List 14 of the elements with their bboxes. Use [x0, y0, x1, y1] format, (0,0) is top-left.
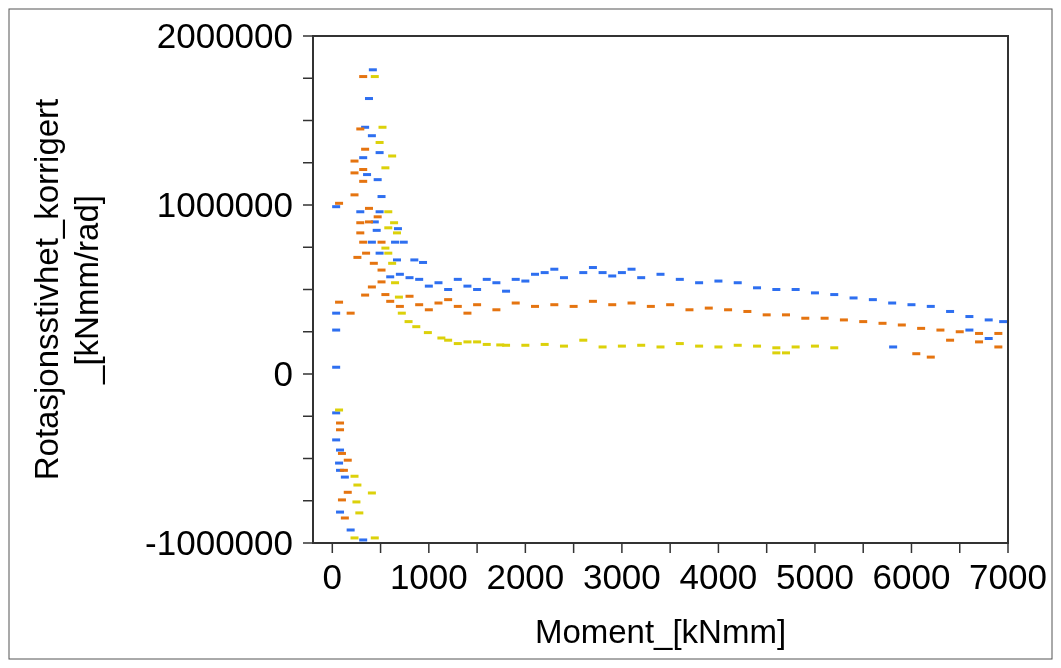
x-tick-label: 7000 [969, 557, 1047, 596]
x-tick-label: 2000 [486, 557, 565, 596]
y-tick-label: -1000000 [145, 523, 293, 562]
y-tick-label: 1000000 [156, 185, 293, 224]
x-tick-label: 0 [322, 557, 343, 596]
x-tick-label: 5000 [776, 557, 854, 596]
y-tick-label: 0 [273, 354, 293, 393]
y-axis-title: Rotasjonsstivhet_korrigert _[kNmm/rad] [28, 98, 105, 481]
y-tick-label: 2000000 [156, 16, 293, 55]
x-tick-label: 6000 [872, 557, 951, 596]
x-tick-label: 1000 [389, 557, 468, 596]
x-tick-label: 4000 [679, 557, 758, 596]
x-axis-title: Moment_[kNmm] [534, 613, 787, 650]
x-tick-label: 3000 [582, 557, 661, 596]
